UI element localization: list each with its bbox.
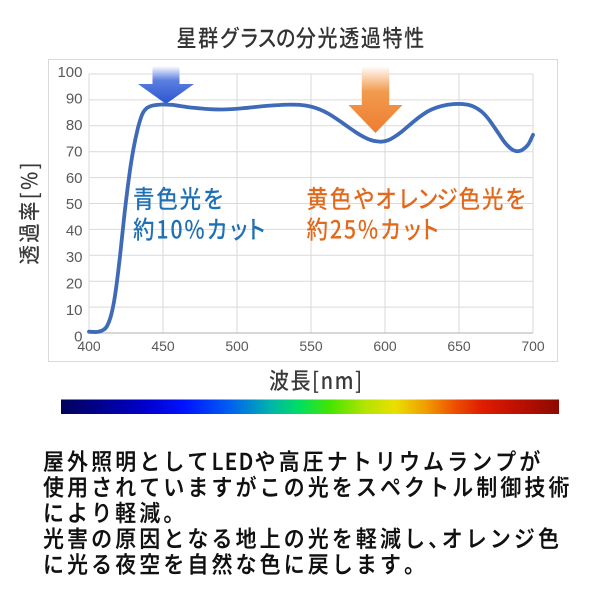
svg-text:20: 20 (66, 276, 83, 293)
svg-text:10: 10 (66, 302, 83, 319)
svg-text:100: 100 (57, 64, 82, 81)
svg-text:450: 450 (151, 338, 175, 354)
svg-text:50: 50 (66, 196, 83, 213)
svg-text:400: 400 (77, 338, 101, 354)
svg-text:550: 550 (299, 338, 323, 354)
svg-text:700: 700 (521, 338, 545, 354)
svg-text:70: 70 (66, 143, 83, 160)
svg-text:500: 500 (225, 338, 249, 354)
svg-text:40: 40 (66, 223, 83, 240)
svg-text:30: 30 (66, 249, 83, 266)
svg-text:0: 0 (74, 329, 82, 346)
svg-text:80: 80 (66, 117, 83, 134)
svg-text:90: 90 (66, 91, 83, 108)
svg-text:60: 60 (66, 170, 83, 187)
svg-text:650: 650 (447, 338, 471, 354)
svg-text:600: 600 (373, 338, 397, 354)
